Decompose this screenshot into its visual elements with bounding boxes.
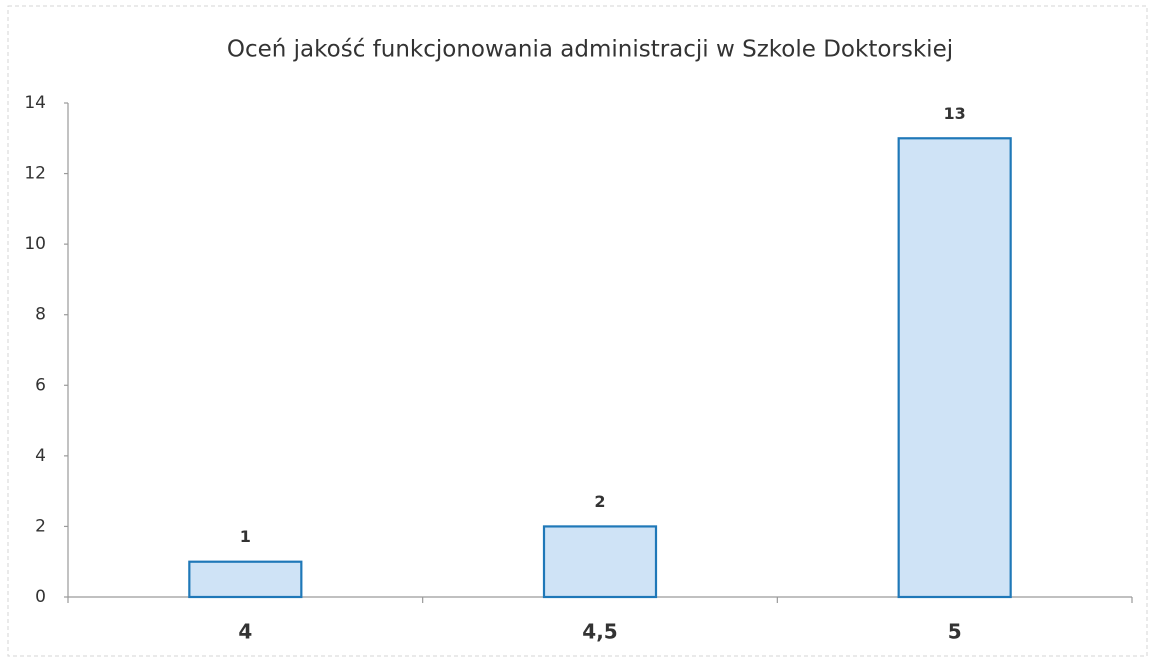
data-label: 1	[240, 527, 251, 546]
x-tick-label: 4,5	[582, 620, 617, 644]
x-tick-label: 5	[948, 620, 962, 644]
data-label: 2	[594, 492, 605, 511]
y-tick-label: 0	[35, 587, 46, 607]
bar	[542, 525, 658, 599]
y-tick-label: 2	[35, 516, 46, 536]
y-tick-label: 8	[35, 305, 46, 325]
y-tick-label: 14	[24, 93, 46, 113]
data-label: 13	[944, 104, 966, 123]
y-tick-label: 4	[35, 446, 46, 466]
y-tick-label: 6	[35, 375, 46, 395]
bar	[188, 560, 303, 599]
y-tick-label: 10	[24, 234, 46, 254]
chart-title: Oceń jakość funkcjonowania administracji…	[227, 37, 953, 63]
bar	[897, 137, 1012, 599]
y-tick-label: 12	[24, 164, 46, 184]
x-tick-label: 4	[238, 620, 252, 644]
